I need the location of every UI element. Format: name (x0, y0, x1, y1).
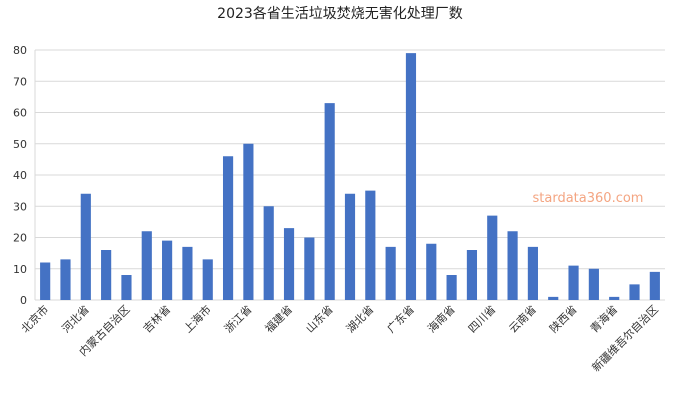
bar (283, 228, 295, 300)
x-tick-label: 上海市 (181, 302, 214, 335)
bar (629, 284, 640, 300)
y-tick-label: 70 (13, 75, 27, 88)
bar (324, 103, 335, 300)
x-tick-label: 青海省 (587, 302, 620, 335)
bar (80, 193, 91, 300)
y-tick-label: 10 (13, 263, 27, 276)
bar (344, 193, 356, 300)
chart-title: 2023各省生活垃圾焚烧无害化处理厂数 (217, 6, 463, 22)
bar (466, 250, 478, 300)
bar (568, 265, 579, 300)
bar (243, 143, 254, 300)
bar (162, 240, 173, 300)
x-tick-label: 福建省 (262, 302, 295, 335)
x-tick-label: 北京市 (18, 302, 51, 335)
y-tick-label: 50 (13, 138, 27, 151)
bar (141, 231, 152, 300)
y-tick-label: 20 (13, 232, 27, 245)
bar (487, 215, 498, 300)
bar (60, 259, 71, 300)
bar (101, 250, 112, 300)
bar (588, 268, 599, 300)
bar (527, 246, 538, 300)
bar (548, 296, 559, 300)
y-tick-label: 30 (13, 200, 27, 213)
x-tick-label: 吉林省 (140, 302, 173, 335)
bar (385, 246, 396, 300)
watermark: stardata360.com (533, 191, 644, 206)
y-tick-label: 60 (13, 107, 27, 120)
y-tick-label: 40 (13, 169, 27, 182)
x-tick-label: 云南省 (506, 303, 539, 336)
bar (507, 231, 518, 300)
bar (121, 275, 132, 300)
x-tick-label: 海南省 (425, 302, 458, 335)
x-tick-label: 陕西省 (546, 302, 579, 335)
bar (649, 271, 660, 300)
bar (304, 237, 315, 300)
bar (40, 262, 51, 300)
bar (263, 206, 274, 300)
bar (365, 190, 376, 300)
y-tick-label: 80 (13, 44, 27, 57)
y-tick-label: 0 (20, 294, 27, 307)
x-tick-label: 广东省 (385, 303, 418, 336)
x-tick-label: 湖北省 (344, 303, 377, 336)
bar (182, 246, 193, 300)
x-tick-label: 浙江省 (222, 303, 255, 336)
x-tick-label: 河北省 (59, 303, 92, 336)
bar (609, 296, 620, 300)
bar (426, 243, 437, 300)
bar (222, 156, 234, 300)
x-tick-label: 山东省 (303, 303, 336, 336)
bar (202, 259, 213, 300)
x-tick-label: 四川省 (466, 303, 499, 336)
bar (446, 275, 457, 300)
bar (405, 53, 417, 300)
